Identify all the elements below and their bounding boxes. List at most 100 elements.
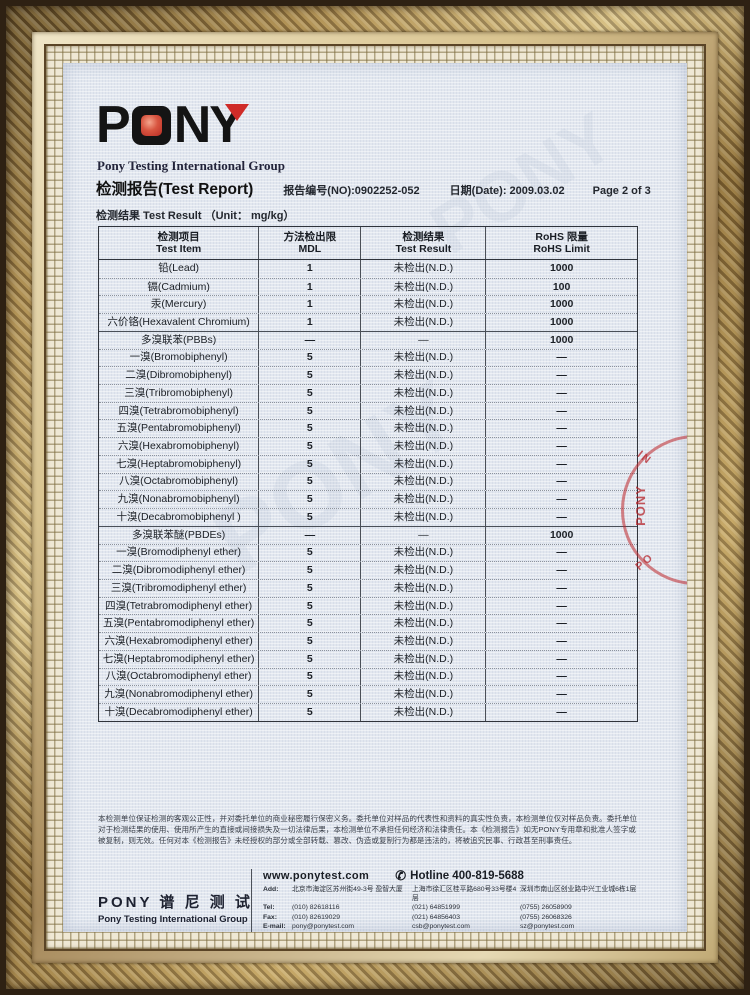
footer-brand-zh: PONY 谱 尼 测 试	[98, 894, 253, 911]
cell-mdl: 1	[258, 260, 360, 278]
cell-test-item: 二溴(Dibromodiphenyl ether)	[111, 564, 246, 577]
cell-mdl: 5	[258, 509, 360, 526]
logo-red-triangle-icon	[224, 104, 249, 121]
logo-red-square-icon	[140, 114, 162, 136]
cell-mdl: 5	[258, 438, 360, 455]
cell-mdl: 5	[258, 420, 360, 438]
logo-letter-p: P	[96, 96, 131, 154]
cell-test-result: 未检出(N.D.)	[360, 260, 485, 278]
col-header-en: Test Item	[155, 243, 202, 255]
cell-rohs-limit: —	[485, 562, 637, 579]
footer-contact-topline: www.ponytest.com ✆ Hotline 400-819-5688	[263, 868, 524, 884]
table-row: 十溴(Decabromodiphenyl ether) 5 未检出(N.D.) …	[99, 702, 637, 721]
contact-field-label: E-mail:	[263, 923, 286, 930]
cell-mdl: 5	[258, 686, 360, 703]
col-header-zh: 方法检出限	[283, 231, 337, 243]
table-row: 七溴(Heptabromobiphenyl) 5 未检出(N.D.) —	[99, 454, 637, 473]
cell-test-item: 铅(Lead)	[158, 262, 200, 275]
cell-test-result: 未检出(N.D.)	[360, 455, 485, 473]
cell-rohs-limit: —	[485, 509, 637, 526]
cell-test-result: 未检出(N.D.)	[360, 385, 485, 402]
table-row: 汞(Mercury) 1 未检出(N.D.) 1000	[99, 295, 637, 314]
test-report-page: PONY PONY P N Y Pony Testing Internation…	[63, 63, 687, 932]
table-row: 六溴(Hexabromobiphenyl) 5 未检出(N.D.) —	[99, 437, 637, 455]
table-row: 八溴(Octabromodiphenyl ether) 5 未检出(N.D.) …	[99, 667, 637, 686]
cell-test-result: —	[360, 526, 485, 544]
contact-field-label: Add:	[263, 886, 279, 893]
cell-mdl: 5	[258, 544, 360, 562]
cell-rohs-limit: —	[485, 615, 637, 633]
test-result-table: 检测项目 Test Item 方法检出限 MDL 检测结果 Test Resul…	[98, 226, 638, 722]
cell-test-item: 八溴(Octabromobiphenyl)	[119, 475, 239, 488]
cell-rohs-limit: 1000	[485, 526, 637, 544]
cell-test-result: 未检出(N.D.)	[360, 686, 485, 703]
cell-rohs-limit: —	[485, 438, 637, 455]
cell-mdl: 5	[258, 597, 360, 615]
cell-rohs-limit: —	[485, 455, 637, 473]
cell-test-result: 未检出(N.D.)	[360, 562, 485, 579]
cell-mdl: 5	[258, 703, 360, 721]
logo-letter-n: N	[173, 96, 212, 154]
table-row: 六价铬(Hexavalent Chromium) 1 未检出(N.D.) 100…	[99, 313, 637, 331]
cell-test-result: 未检出(N.D.)	[360, 544, 485, 562]
cell-test-item: 三溴(Tribromodiphenyl ether)	[110, 581, 247, 594]
contact-field-label: Tel:	[263, 904, 275, 911]
cell-test-item: 十溴(Decabromodiphenyl ether)	[104, 705, 253, 718]
cell-rohs-limit: 100	[485, 278, 637, 296]
cell-rohs-limit: —	[485, 367, 637, 385]
cell-mdl: 5	[258, 579, 360, 597]
cell-test-item: 三溴(Tribromobiphenyl)	[124, 386, 233, 399]
picture-frame-carved-band: PONY PONY P N Y Pony Testing Internation…	[6, 6, 744, 989]
contact-tel: (021) 64851999	[412, 904, 460, 911]
report-title-row: 检测报告(Test Report) 报告编号(NO):0902252-052 日…	[96, 177, 651, 199]
cell-mdl: 1	[258, 296, 360, 314]
cell-test-item: 多溴联苯(PBBs)	[140, 333, 217, 346]
table-row: 九溴(Nonabromobiphenyl) 5 未检出(N.D.) —	[99, 490, 637, 509]
cell-rohs-limit: 1000	[485, 331, 637, 349]
cell-test-item: 五溴(Pentabromodiphenyl ether)	[103, 617, 255, 630]
cell-rohs-limit: —	[485, 385, 637, 402]
contact-fax: (0755) 26068326	[520, 913, 572, 921]
cell-rohs-limit: 1000	[485, 296, 637, 314]
contact-tel: (0755) 26058909	[520, 904, 572, 911]
col-header-rohs-limit: RoHS 限量 RoHS Limit	[485, 227, 637, 259]
cell-test-item: 二溴(Dibromobiphenyl)	[125, 369, 233, 382]
table-row: 五溴(Pentabromobiphenyl) 5 未检出(N.D.) —	[99, 419, 637, 438]
cell-rohs-limit: —	[485, 686, 637, 703]
cell-test-result: 未检出(N.D.)	[360, 402, 485, 420]
table-row: 七溴(Heptabromodiphenyl ether) 5 未检出(N.D.)…	[99, 649, 637, 668]
logo-letter-y-wrap: Y	[209, 99, 249, 151]
col-header-en: MDL	[298, 243, 322, 255]
cell-test-item: 四溴(Tetrabromodiphenyl ether)	[105, 599, 253, 612]
cell-rohs-limit: —	[485, 473, 637, 491]
cell-test-result: 未检出(N.D.)	[360, 650, 485, 668]
cell-mdl: 5	[258, 633, 360, 650]
cell-rohs-limit: —	[485, 650, 637, 668]
cell-mdl: 5	[258, 562, 360, 579]
cell-test-result: 未检出(N.D.)	[360, 367, 485, 385]
cell-rohs-limit: 1000	[485, 314, 637, 331]
report-number: 报告编号(NO):0902252-052	[283, 185, 420, 197]
cell-mdl: 5	[258, 668, 360, 686]
table-row: 多溴联苯醚(PBDEs) — — 1000	[99, 525, 637, 544]
table-row: 一溴(Bromobiphenyl) 5 未检出(N.D.) —	[99, 348, 637, 367]
cell-test-result: 未检出(N.D.)	[360, 579, 485, 597]
page-indicator: Page 2 of 3	[592, 185, 651, 197]
table-row: 四溴(Tetrabromodiphenyl ether) 5 未检出(N.D.)…	[99, 596, 637, 615]
cell-mdl: —	[258, 331, 360, 349]
hotline-number: Hotline 400-819-5688	[410, 870, 524, 882]
cell-test-result: 未检出(N.D.)	[360, 278, 485, 296]
contact-fax: (010) 82619029	[292, 913, 340, 921]
cell-mdl: 5	[258, 650, 360, 668]
cell-rohs-limit: —	[485, 544, 637, 562]
cell-mdl: —	[258, 526, 360, 544]
cell-test-result: 未检出(N.D.)	[360, 420, 485, 438]
col-header-en: Test Result	[395, 243, 452, 255]
cell-rohs-limit: —	[485, 633, 637, 650]
cell-test-item: 汞(Mercury)	[150, 298, 207, 311]
cell-mdl: 1	[258, 314, 360, 331]
cell-test-item: 多溴联苯醚(PBDEs)	[131, 528, 226, 541]
contact-field-label: Fax:	[263, 913, 277, 921]
cell-mdl: 5	[258, 455, 360, 473]
